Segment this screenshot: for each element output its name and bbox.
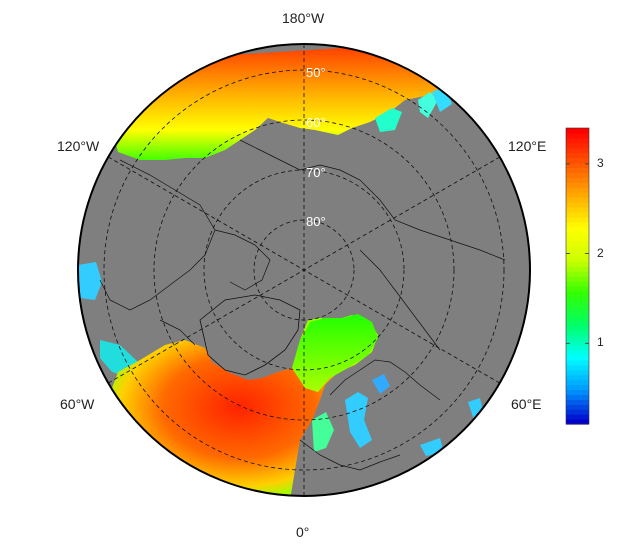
sea-norwegian xyxy=(292,314,378,392)
colorbar-band xyxy=(566,266,589,272)
colorbar-band xyxy=(566,182,589,188)
coastlines xyxy=(99,139,506,471)
colorbar-band xyxy=(566,157,589,164)
colorbar-band xyxy=(566,167,589,173)
lat-label-50: 50° xyxy=(306,65,326,80)
sea-okhotsk xyxy=(375,108,402,132)
colorbar-band xyxy=(566,414,589,420)
colorbar-band xyxy=(566,132,589,139)
colorbar-band xyxy=(566,241,589,247)
colorbar-band xyxy=(566,162,589,169)
colorbar-band xyxy=(566,147,589,154)
colorbar-band xyxy=(566,206,589,213)
colorbar-band xyxy=(566,137,589,144)
colorbar-band xyxy=(566,310,589,317)
colorbar-band xyxy=(566,271,589,277)
colorbar-band xyxy=(566,379,589,386)
colorbar-band xyxy=(566,409,589,415)
colorbar-band xyxy=(566,359,589,366)
colorbar-band xyxy=(566,231,589,238)
lat-label-70: 70° xyxy=(306,165,326,180)
colorbar-band xyxy=(566,325,589,331)
colorbar-band xyxy=(566,340,589,346)
lon-label-180w: 180°W xyxy=(282,10,325,26)
colorbar-band xyxy=(566,315,589,321)
colorbar-band xyxy=(566,374,589,381)
colorbar-band xyxy=(566,320,589,326)
colorbar-band xyxy=(566,285,589,292)
colorbar-band xyxy=(566,419,589,425)
graticule xyxy=(103,44,505,496)
colorbar-band xyxy=(566,369,589,376)
lon-label-120w: 120°W xyxy=(57,138,100,154)
colorbar-band xyxy=(566,394,589,400)
colorbar-band xyxy=(566,142,589,149)
map-border xyxy=(77,43,531,497)
colorbar-band xyxy=(566,305,589,312)
sea-white xyxy=(372,374,390,394)
sea-hudson xyxy=(78,262,102,300)
colorbar-band xyxy=(566,389,589,395)
lon-label-60e: 60°E xyxy=(511,396,542,412)
colorbar-band xyxy=(566,276,589,282)
colorbar-band xyxy=(566,399,589,405)
colorbar-band xyxy=(566,202,589,208)
colorbar-band xyxy=(566,404,589,410)
colorbar-band xyxy=(566,350,589,356)
colorbar-band xyxy=(566,251,589,257)
lon-label-0: 0° xyxy=(296,524,310,540)
colorbar-band xyxy=(566,345,589,351)
colorbar-band xyxy=(566,364,589,371)
greenland-outline xyxy=(199,294,301,376)
colorbar-band xyxy=(566,246,589,252)
colorbar-band xyxy=(566,335,589,341)
colorbar-band xyxy=(566,290,589,297)
lon-label-120e: 120°E xyxy=(508,138,547,154)
colorbar-band xyxy=(566,384,589,391)
colorbar-band xyxy=(566,221,589,228)
colorbar-band xyxy=(566,280,589,287)
colorbar-band xyxy=(566,300,589,307)
lat-label-80: 80° xyxy=(306,214,326,229)
colorbar-band xyxy=(566,256,589,262)
colorbar-band xyxy=(566,211,589,218)
sea-baltic xyxy=(345,392,372,448)
colorbar-band xyxy=(566,226,589,233)
colorbar-band xyxy=(566,177,589,183)
lon-label-60w: 60°W xyxy=(60,396,95,412)
colorbar-band xyxy=(566,172,589,178)
colorbar-band xyxy=(566,295,589,302)
colorbar-band xyxy=(566,236,589,243)
colorbar-band xyxy=(566,330,589,336)
colorbar-tick-label: 1 xyxy=(597,335,604,350)
lat-label-60: 60° xyxy=(306,115,326,130)
colorbar-band xyxy=(566,197,589,203)
sea-north xyxy=(312,412,334,452)
colorbar-band xyxy=(566,128,589,134)
colorbar-band xyxy=(566,152,589,159)
colorbar-frame xyxy=(565,127,590,425)
colorbar-band xyxy=(566,354,589,361)
colorbar-band xyxy=(566,216,589,223)
colorbar-tick-label: 3 xyxy=(597,155,604,170)
colorbar-tick-label: 2 xyxy=(597,245,604,260)
colorbar-band xyxy=(566,192,589,198)
colorbar-band xyxy=(566,187,589,193)
sea-okhotsk-2 xyxy=(418,92,438,118)
colorbar xyxy=(565,127,590,425)
colorbar-band xyxy=(566,261,589,267)
